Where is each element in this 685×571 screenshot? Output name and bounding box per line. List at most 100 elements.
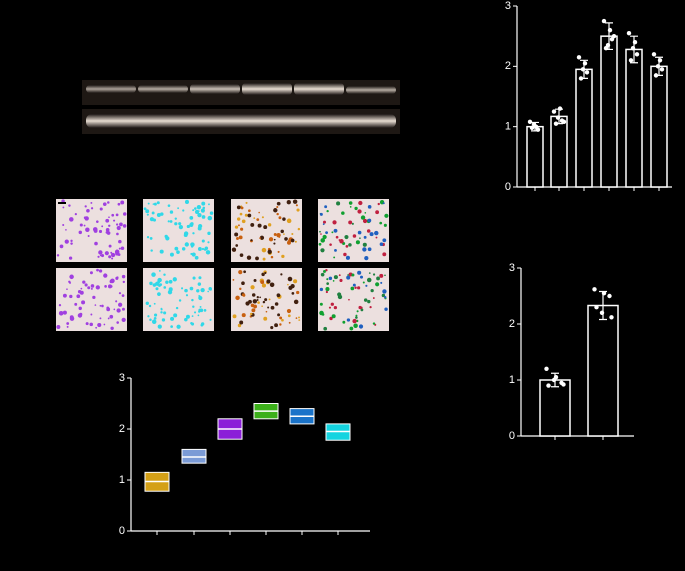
- y-tick-label: 1: [119, 474, 125, 486]
- cell: [259, 235, 265, 240]
- microscopy-panels: [56, 199, 389, 331]
- cell: [331, 314, 336, 319]
- cell: [194, 255, 199, 260]
- cell: [263, 316, 268, 321]
- cell: [349, 206, 352, 208]
- cell: [360, 215, 366, 220]
- cell: [163, 273, 166, 276]
- cell: [273, 208, 278, 213]
- cell: [326, 278, 329, 281]
- cell: [116, 232, 119, 236]
- cell: [325, 290, 328, 294]
- cell: [347, 274, 349, 276]
- cell: [58, 310, 64, 316]
- cell: [348, 298, 350, 301]
- cell: [201, 215, 206, 219]
- cell: [352, 234, 357, 238]
- cell: [346, 318, 351, 322]
- cell: [261, 216, 264, 219]
- cell: [362, 242, 367, 247]
- y-tick-label: 2: [509, 318, 515, 330]
- cell: [118, 247, 121, 250]
- cell: [237, 323, 242, 328]
- cell: [364, 255, 369, 261]
- cell: [193, 311, 197, 314]
- cell: [355, 240, 360, 245]
- cell: [384, 274, 386, 277]
- cell: [270, 255, 274, 259]
- cell: [99, 254, 102, 257]
- cell: [111, 213, 115, 217]
- cell: [337, 294, 343, 300]
- cell: [99, 317, 102, 320]
- cell: [177, 207, 180, 210]
- bar: [600, 35, 618, 188]
- cell: [99, 304, 102, 307]
- cell: [207, 231, 211, 236]
- cell: [354, 286, 357, 290]
- cell: [62, 223, 65, 227]
- cell: [342, 320, 346, 324]
- cell: [374, 230, 379, 236]
- cell: [367, 247, 372, 252]
- cell: [266, 279, 271, 284]
- cell: [116, 225, 121, 231]
- cell: [292, 199, 298, 204]
- cell: [90, 201, 93, 204]
- cell: [368, 272, 371, 274]
- cell: [358, 324, 364, 329]
- cell: [100, 253, 105, 258]
- cell: [369, 232, 374, 237]
- data-point: [599, 310, 605, 315]
- cell: [178, 222, 182, 226]
- cell: [121, 307, 125, 311]
- y-tick-label: 3: [119, 372, 125, 384]
- cell: [240, 206, 244, 210]
- cell: [169, 220, 173, 223]
- cell: [189, 215, 194, 220]
- cell: [287, 314, 291, 318]
- cell: [120, 246, 125, 251]
- cell: [359, 237, 361, 240]
- cell: [360, 308, 364, 312]
- cell: [296, 208, 300, 212]
- cell: [281, 254, 285, 259]
- cell: [260, 280, 265, 284]
- cell: [146, 236, 150, 239]
- cell: [106, 231, 111, 235]
- data-point: [607, 27, 613, 33]
- cell: [355, 316, 358, 319]
- cell: [245, 301, 250, 306]
- cell: [238, 235, 243, 240]
- cell: [362, 218, 368, 224]
- cell: [152, 203, 155, 205]
- cell: [339, 239, 344, 244]
- cell: [239, 212, 243, 216]
- cell: [192, 209, 195, 212]
- cell: [121, 317, 126, 322]
- cell: [175, 306, 179, 310]
- cell: [198, 276, 202, 280]
- cell: [77, 313, 83, 318]
- cell: [264, 298, 268, 302]
- cell: [325, 287, 330, 292]
- cell: [238, 270, 243, 275]
- cell: [286, 308, 292, 314]
- cell: [119, 222, 123, 227]
- cell: [148, 304, 152, 308]
- cell: [291, 291, 295, 295]
- cell: [203, 248, 207, 251]
- cell: [69, 294, 73, 299]
- data-point: [529, 125, 535, 131]
- cell: [84, 283, 88, 287]
- cell: [277, 250, 280, 253]
- cell: [74, 213, 77, 216]
- cell: [279, 316, 283, 320]
- cell: [375, 282, 380, 287]
- cell: [85, 322, 89, 326]
- data-point: [628, 58, 634, 63]
- micrograph: [231, 199, 302, 262]
- cell: [202, 206, 206, 210]
- cell: [66, 325, 69, 328]
- cell: [201, 239, 205, 243]
